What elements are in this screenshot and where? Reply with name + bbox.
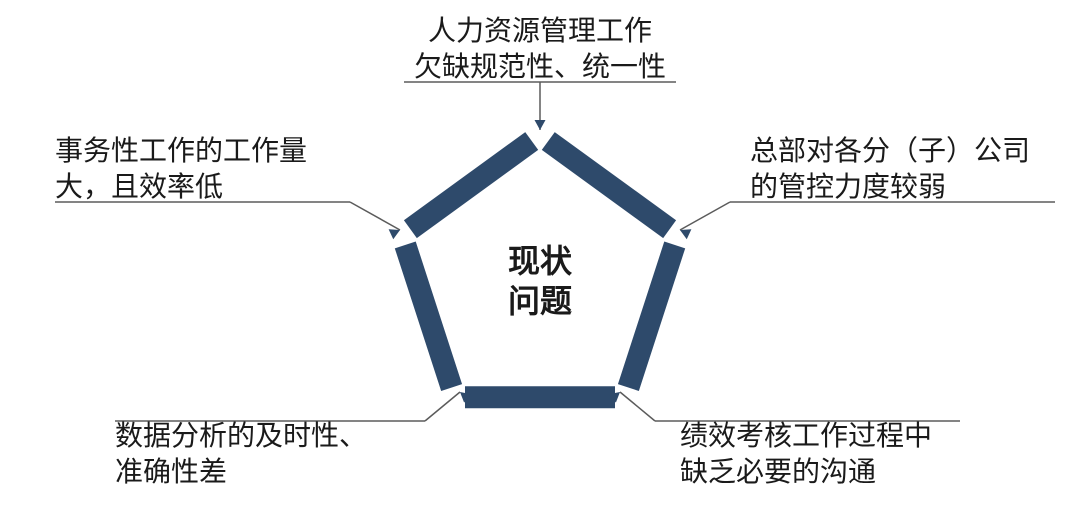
item-top-line2: 欠缺规范性、统一性: [414, 51, 666, 82]
item-upper-left-line1: 事务性工作的工作量: [55, 135, 307, 166]
item-upper-right-line2: 的管控力度较弱: [750, 171, 946, 202]
center-label-line2: 问题: [508, 283, 572, 319]
center-label-line1: 现状: [508, 243, 573, 279]
item-lower-left-line1: 数据分析的及时性、: [115, 420, 367, 451]
item-top-line1: 人力资源管理工作: [428, 15, 652, 46]
item-upper-left-line2: 大，且效率低: [55, 171, 223, 202]
item-lower-right-line2: 缺乏必要的沟通: [680, 456, 876, 487]
item-lower-right-line1: 绩效考核工作过程中: [680, 420, 932, 451]
item-lower-left-line2: 准确性差: [115, 456, 227, 487]
item-upper-right-line1: 总部对各分（子）公司: [750, 135, 1030, 166]
pentagon-diagram: 现状问题 人力资源管理工作欠缺规范性、统一性总部对各分（子）公司的管控力度较弱绩效…: [0, 0, 1080, 510]
